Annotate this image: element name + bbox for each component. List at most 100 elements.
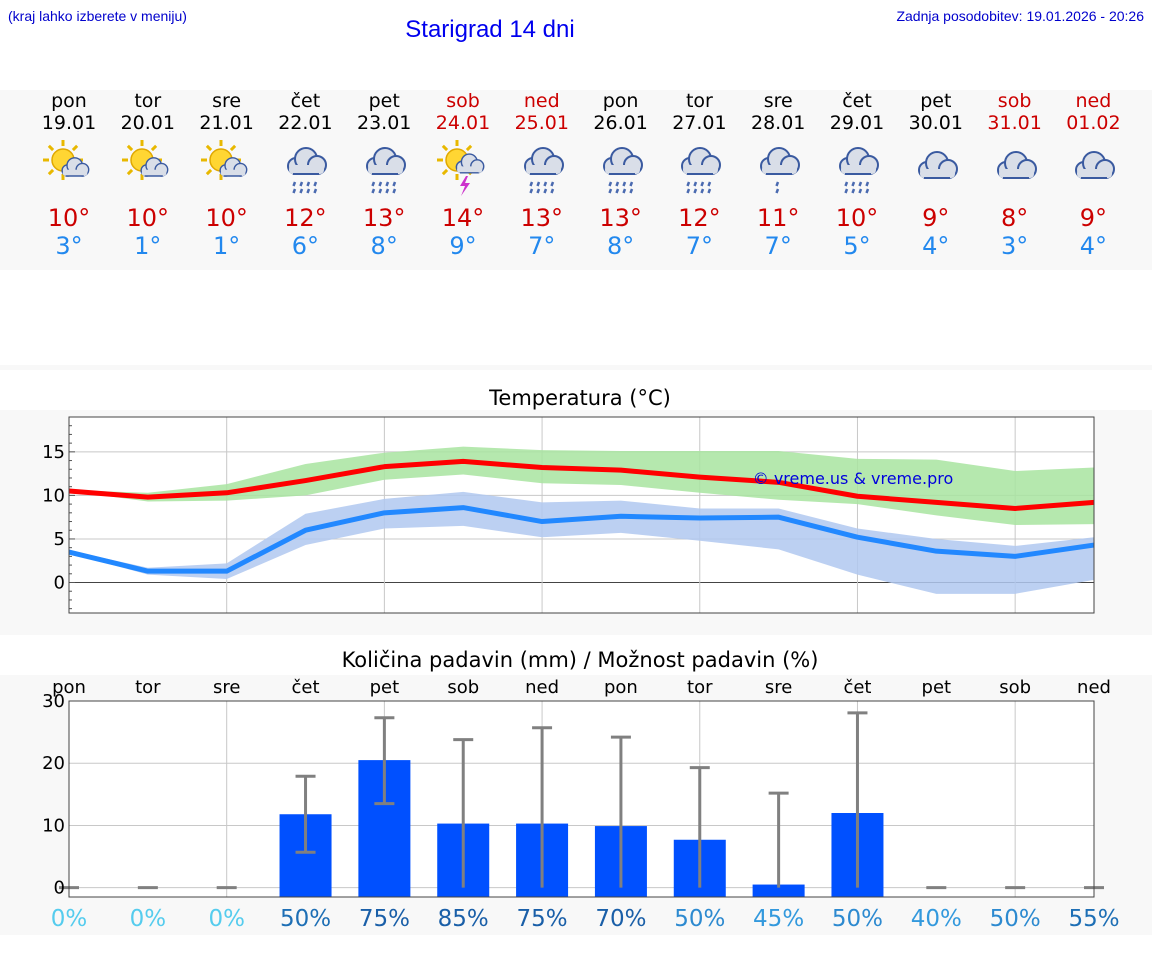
error-bar — [532, 726, 553, 888]
day-date: 27.01 — [672, 112, 727, 134]
error-bar — [768, 791, 789, 888]
day-column[interactable]: ned 25.01 13° 7° — [492, 90, 592, 260]
x-category-label: ned — [1077, 677, 1111, 698]
min-temp: 4° — [922, 232, 950, 260]
precip-bar — [752, 884, 805, 897]
day-name: pet — [368, 90, 400, 112]
min-temp: 8° — [606, 232, 635, 260]
min-temp: 4° — [1079, 232, 1108, 260]
precip-probability: 50% — [832, 906, 883, 932]
day-date: 29.01 — [829, 112, 885, 134]
max-temp: 13° — [520, 204, 564, 232]
day-name: tor — [685, 90, 713, 112]
max-temp: 12° — [284, 204, 327, 232]
day-column[interactable]: pon 19.01 10° 3° — [19, 90, 119, 260]
day-name: čet — [290, 90, 321, 112]
day-name: sob — [997, 90, 1032, 112]
max-temp: 10° — [47, 204, 91, 232]
x-category-label: sob — [447, 677, 479, 698]
divider — [0, 365, 1152, 370]
day-column[interactable]: pet 30.01 9° 4° — [886, 90, 986, 260]
plot-area — [69, 701, 1094, 897]
max-temp-band — [69, 446, 1094, 526]
max-temp: 9° — [922, 204, 950, 232]
max-temp: 12° — [678, 204, 721, 232]
y-tick-label: 0 — [54, 878, 65, 899]
day-name: pon — [602, 90, 639, 112]
day-column[interactable]: tor 27.01 12° 7° — [649, 90, 749, 260]
error-bar — [847, 711, 868, 888]
precip-probability: 50% — [990, 906, 1041, 932]
y-tick-label: 10 — [42, 485, 65, 506]
day-column[interactable]: sob 24.01 14° 9° — [413, 90, 513, 260]
day-column[interactable]: čet 29.01 10° 5° — [807, 90, 907, 260]
y-tick-label: 15 — [42, 442, 65, 463]
day-date: 19.01 — [41, 112, 97, 134]
x-category-label: pet — [922, 677, 952, 698]
max-temp: 13° — [599, 204, 642, 232]
day-date: 25.01 — [514, 112, 569, 134]
min-temp: 1° — [134, 232, 162, 260]
x-category-label: tor — [135, 677, 161, 698]
min-temp: 7° — [764, 232, 792, 260]
min-temp: 3° — [55, 232, 83, 260]
day-name: sob — [446, 90, 480, 112]
precipitation-chart-title: Količina padavin (mm) / Možnost padavin … — [341, 648, 819, 672]
day-date: 22.01 — [278, 112, 333, 134]
day-column[interactable]: sre 28.01 11° 7° — [728, 90, 828, 260]
precip-probability: 0% — [51, 906, 88, 932]
day-column[interactable]: sre 21.01 10° 1° — [177, 90, 277, 260]
min-temp: 5° — [843, 232, 871, 260]
min-temp: 7° — [528, 232, 556, 260]
precip-probability: 50% — [280, 906, 331, 932]
day-name: tor — [134, 90, 162, 112]
day-column[interactable]: sob 31.01 8° 3° — [965, 90, 1065, 260]
precip-probability: 70% — [595, 906, 646, 932]
precip-probability: 45% — [753, 906, 804, 932]
day-name: čet — [842, 90, 872, 112]
day-column[interactable]: čet 22.01 12° 6° — [255, 90, 355, 260]
menu-hint: (kraj lahko izberete v meniju) — [8, 8, 187, 24]
x-category-label: tor — [687, 677, 713, 698]
day-name: pon — [51, 90, 87, 112]
max-temp: 8° — [1000, 204, 1029, 232]
x-category-label: sre — [213, 677, 240, 698]
min-temp: 6° — [291, 232, 320, 260]
x-category-label: sob — [999, 677, 1031, 698]
precip-probability: 85% — [438, 906, 489, 932]
rain-cloud-icon — [681, 147, 722, 194]
max-temp: 13° — [362, 204, 406, 232]
x-category-label: pon — [604, 677, 638, 698]
sun-cloud-icon — [43, 140, 90, 180]
last-update: Zadnja posodobitev: 19.01.2026 - 20:26 — [896, 8, 1144, 24]
x-category-label: sre — [765, 677, 792, 698]
day-column[interactable]: ned 01.02 9° 4° — [1043, 90, 1143, 260]
max-temp-line — [68, 458, 1095, 511]
day-date: 24.01 — [435, 112, 491, 134]
min-temp-band — [69, 491, 1094, 594]
error-bar — [374, 716, 395, 806]
error-bar — [295, 774, 316, 854]
max-temp: 10° — [126, 204, 170, 232]
page-title: Starigrad 14 dni — [405, 16, 575, 43]
error-bar — [610, 735, 631, 888]
min-temp: 3° — [1000, 232, 1029, 260]
max-temp: 10° — [835, 204, 879, 232]
x-category-label: ned — [525, 677, 559, 698]
day-column[interactable]: tor 20.01 10° 1° — [98, 90, 198, 260]
light-rain-cloud-icon — [760, 147, 801, 194]
temperature-chart-title: Temperatura (°C) — [489, 386, 671, 410]
min-temp: 7° — [685, 232, 714, 260]
precip-probability: 40% — [911, 906, 962, 932]
day-date: 01.02 — [1066, 112, 1121, 134]
day-column[interactable]: pon 26.01 13° 8° — [571, 90, 671, 260]
sun-cloud-icon — [200, 140, 247, 180]
day-column[interactable]: pet 23.01 13° 8° — [334, 90, 434, 260]
rain-cloud-icon — [366, 147, 407, 194]
y-tick-label: 30 — [42, 691, 65, 712]
day-date: 28.01 — [750, 112, 806, 134]
error-bar — [453, 738, 474, 888]
max-temp: 11° — [756, 204, 800, 232]
min-temp-line — [68, 505, 1095, 574]
error-bar — [689, 766, 710, 888]
